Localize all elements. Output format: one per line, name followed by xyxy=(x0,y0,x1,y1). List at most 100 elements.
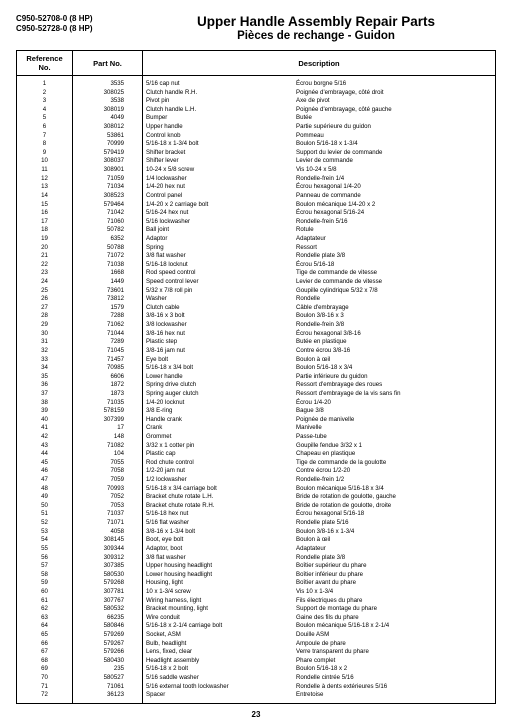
desc-english: 3/32 x 1 cotter pin xyxy=(146,442,296,450)
table-row: 61307767Wiring harness, lightFils électr… xyxy=(17,596,496,605)
table-row: 71710615/16 external tooth lockwasherRon… xyxy=(17,682,496,691)
desc-french: Levier de commande de vitesse xyxy=(296,278,492,286)
desc-french: Boîtier avant du phare xyxy=(296,579,492,587)
cell-description: 3/8-16 x 3 boltBoulon 3/8-16 x 3 xyxy=(143,312,496,321)
desc-english: 5/16-18 x 3/4 carriage bolt xyxy=(146,485,296,493)
cell-description: Lower handlePartie inférieure du guidon xyxy=(143,372,496,381)
cell-partno: 50782 xyxy=(73,226,143,235)
desc-french: Boîtier supérieur du phare xyxy=(296,562,492,570)
cell-partno: 307385 xyxy=(73,562,143,571)
cell-description: 5/16-18 locknutÉcrou 5/16-18 xyxy=(143,260,496,269)
cell-reference: 14 xyxy=(17,191,73,200)
cell-reference: 38 xyxy=(17,398,73,407)
cell-reference: 33 xyxy=(17,355,73,364)
desc-french: Goupille fendue 3/32 x 1 xyxy=(296,442,492,450)
desc-french: Axe de pivot xyxy=(296,97,492,105)
desc-french: Adaptateur xyxy=(296,545,492,553)
desc-english: Bumper xyxy=(146,114,296,122)
desc-english: 5/16 flat washer xyxy=(146,519,296,527)
cell-partno: 17 xyxy=(73,424,143,433)
header-row: C950-52708-0 (8 HP) C950-52728-0 (8 HP) … xyxy=(16,14,496,42)
desc-english: 5/16-24 hex nut xyxy=(146,209,296,217)
cell-reference: 69 xyxy=(17,665,73,674)
desc-english: Crank xyxy=(146,424,296,432)
cell-reference: 36 xyxy=(17,381,73,390)
cell-description: 5/16 flat washerRondelle plate 5/16 xyxy=(143,519,496,528)
cell-description: 5/16 external tooth lockwasherRondelle à… xyxy=(143,682,496,691)
desc-french: Rotule xyxy=(296,226,492,234)
table-row: 196352AdaptorAdaptateur xyxy=(17,234,496,243)
cell-description: 5/16-18 x 2 boltBoulon 5/16-18 x 2 xyxy=(143,665,496,674)
cell-description: 1/4-20 hex nutÉcrou hexagonal 1/4-20 xyxy=(143,183,496,192)
table-row: 6030778110 x 1-3/4 screwVis 10 x 1-3/4 xyxy=(17,587,496,596)
cell-description: Wire conduitGaine des fils du phare xyxy=(143,613,496,622)
cell-partno: 71034 xyxy=(73,183,143,192)
desc-english: Handle crank xyxy=(146,416,296,424)
cell-partno: 580532 xyxy=(73,605,143,614)
cell-reference: 49 xyxy=(17,493,73,502)
desc-english: Wiring harness, light xyxy=(146,597,296,605)
table-row: 705805275/16 saddle washerRondelle cintr… xyxy=(17,674,496,683)
cell-partno: 579269 xyxy=(73,631,143,640)
desc-english: Upper handle xyxy=(146,123,296,131)
table-row: 8709995/16-18 x 1-3/4 boltBoulon 5/16-18… xyxy=(17,140,496,149)
cell-reference: 21 xyxy=(17,252,73,261)
desc-french: Panneau de commande xyxy=(296,192,492,200)
cell-partno: 70993 xyxy=(73,484,143,493)
cell-reference: 35 xyxy=(17,372,73,381)
cell-description: 3/8-16 x 1-3/4 boltBoulon 3/8-16 x 1-3/4 xyxy=(143,527,496,536)
cell-partno: 36123 xyxy=(73,691,143,704)
desc-french: Câble d'embrayage xyxy=(296,304,492,312)
cell-reference: 7 xyxy=(17,131,73,140)
desc-english: Plastic step xyxy=(146,338,296,346)
desc-french: Chapeau en plastique xyxy=(296,450,492,458)
cell-partno: 307781 xyxy=(73,587,143,596)
cell-reference: 67 xyxy=(17,648,73,657)
cell-description: Housing, lightBoîtier avant du phare xyxy=(143,579,496,588)
table-row: 4670581/2-20 jam nutContre écrou 1/2-20 xyxy=(17,467,496,476)
cell-partno: 71072 xyxy=(73,252,143,261)
cell-partno: 66235 xyxy=(73,613,143,622)
table-row: 2308025Clutch handle R.H.Poignée d'embra… xyxy=(17,88,496,97)
table-row: 67579266Lens, fixed, clearVerre transpar… xyxy=(17,648,496,657)
desc-english: Lens, fixed, clear xyxy=(146,648,296,656)
cell-reference: 63 xyxy=(17,613,73,622)
cell-reference: 8 xyxy=(17,140,73,149)
desc-french: Fils électriques du phare xyxy=(296,597,492,605)
cell-reference: 60 xyxy=(17,587,73,596)
cell-description: 3/8 flat washerRondelle plate 3/8 xyxy=(143,553,496,562)
cell-description: Spring auger clutchRessort d'embrayage d… xyxy=(143,389,496,398)
cell-reference: 18 xyxy=(17,226,73,235)
table-header-row: Reference No. Part No. Description xyxy=(17,51,496,76)
cell-description: Wiring harness, lightFils électriques du… xyxy=(143,596,496,605)
desc-english: 5/16-18 hex nut xyxy=(146,510,296,518)
desc-french: Partie inférieure du guidon xyxy=(296,373,492,381)
table-row: 9579419Shifter bracketSupport du levier … xyxy=(17,148,496,157)
cell-description: SpacerEntretoise xyxy=(143,691,496,704)
desc-english: Wire conduit xyxy=(146,614,296,622)
desc-english: 1/2-20 jam nut xyxy=(146,467,296,475)
cell-partno: 307399 xyxy=(73,415,143,424)
cell-description: Control panelPanneau de commande xyxy=(143,191,496,200)
page: C950-52708-0 (8 HP) C950-52728-0 (8 HP) … xyxy=(0,0,512,727)
col-reference: Reference No. xyxy=(17,51,73,76)
table-row: 29710623/8 lockwasherRondelle-frein 3/8 xyxy=(17,321,496,330)
table-row: 7236123SpacerEntretoise xyxy=(17,691,496,704)
cell-reference: 29 xyxy=(17,321,73,330)
cell-reference: 27 xyxy=(17,303,73,312)
cell-description: Upper housing headlightBoîtier supérieur… xyxy=(143,562,496,571)
table-row: 40307399Handle crankPoignée de manivelle xyxy=(17,415,496,424)
table-row: 753861Control knobPommeau xyxy=(17,131,496,140)
cell-reference: 11 xyxy=(17,166,73,175)
desc-french: Partie supérieure du guidon xyxy=(296,123,492,131)
desc-english: Clutch handle R.H. xyxy=(146,89,296,97)
table-row: 395781593/8 E-ringBague 3/8 xyxy=(17,407,496,416)
cell-reference: 68 xyxy=(17,656,73,665)
table-row: 51710375/16-18 hex nutÉcrou hexagonal 5/… xyxy=(17,510,496,519)
table-row: 32710453/8-16 jam nutContre écrou 3/8-16 xyxy=(17,346,496,355)
table-row: 66579267Bulb, headlightAmpoule de phare xyxy=(17,639,496,648)
desc-french: Rondelle-frein 5/16 xyxy=(296,218,492,226)
desc-english: Clutch handle L.H. xyxy=(146,106,296,114)
table-row: 12710591/4 lockwasherRondelle-frein 1/4 xyxy=(17,174,496,183)
cell-reference: 62 xyxy=(17,605,73,614)
